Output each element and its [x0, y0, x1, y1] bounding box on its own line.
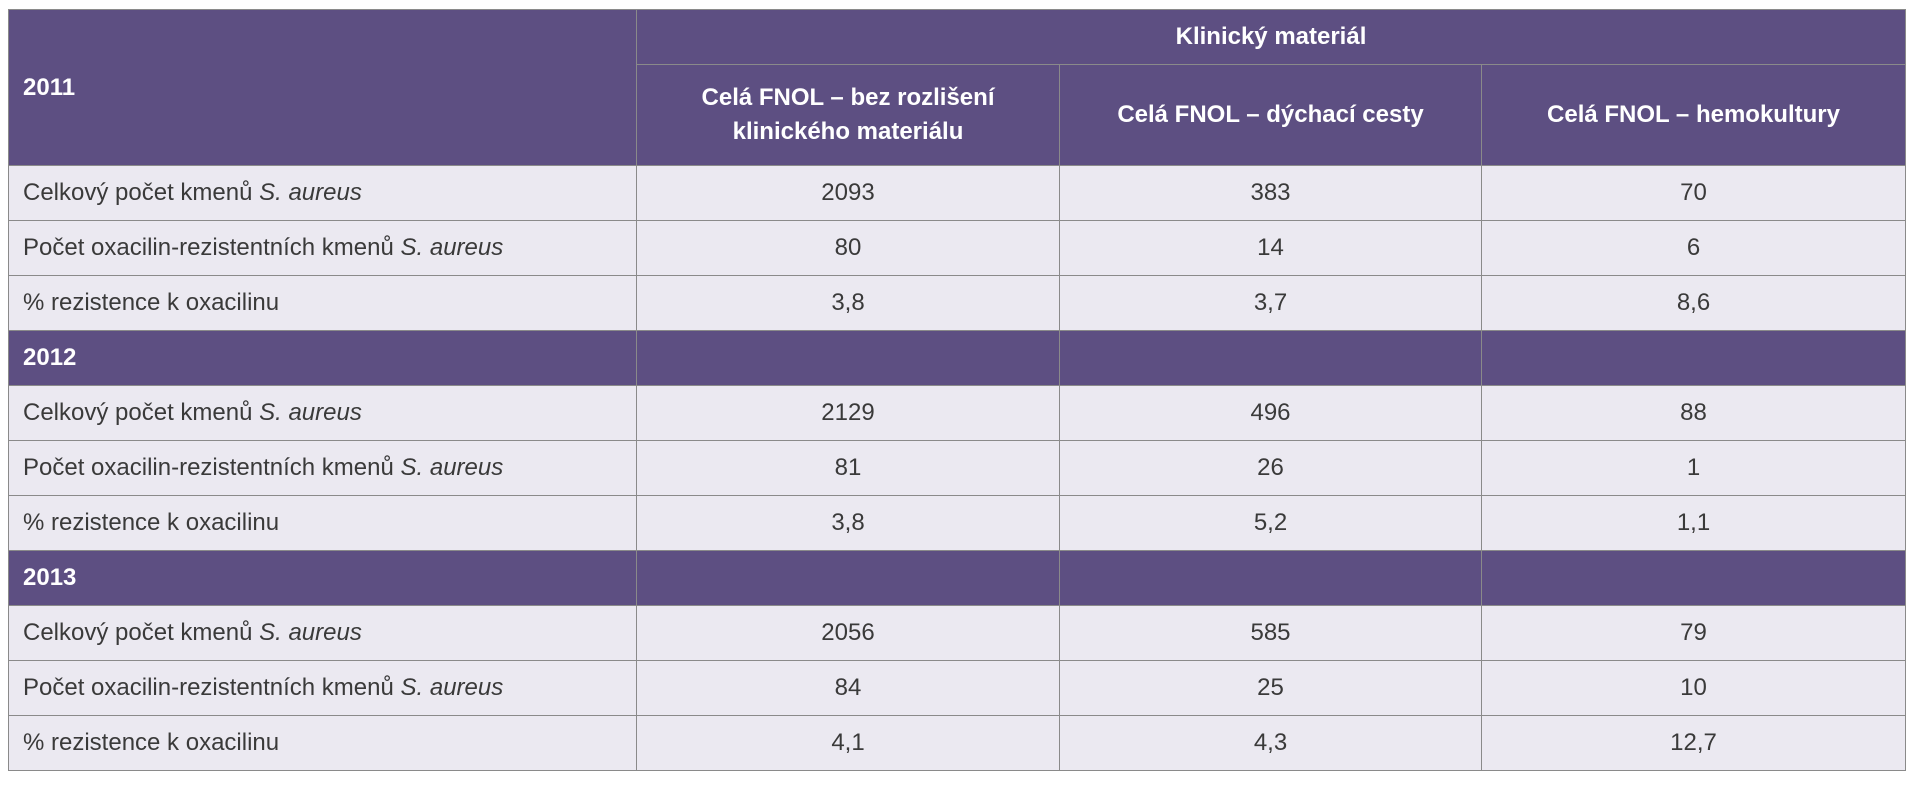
section-cell: [1059, 330, 1482, 386]
cell-value: 12,7: [1481, 715, 1906, 771]
column-header-respiratory: Celá FNOL – dýchací cesty: [1059, 64, 1482, 166]
cell-value: 1: [1481, 440, 1906, 496]
table-row: Celkový počet kmenů S. aureus 2129 496 8…: [8, 385, 1906, 441]
row-label-total: Celkový počet kmenů S. aureus: [8, 165, 637, 221]
cell-value: 4,3: [1059, 715, 1482, 771]
cell-value: 383: [1059, 165, 1482, 221]
resistance-table: 2011 Klinický materiál Celá FNOL – bez r…: [8, 9, 1906, 771]
section-cell: [636, 330, 1060, 386]
cell-value: 79: [1481, 605, 1906, 661]
cell-value: 80: [636, 220, 1060, 276]
cell-value: 2093: [636, 165, 1060, 221]
table-row: Celkový počet kmenů S. aureus 2093 383 7…: [8, 165, 1906, 221]
cell-value: 10: [1481, 660, 1906, 716]
section-cell: [636, 550, 1060, 606]
column-header-blood: Celá FNOL – hemokultury: [1481, 64, 1906, 166]
cell-value: 496: [1059, 385, 1482, 441]
table-row: % rezistence k oxacilinu 3,8 3,7 8,6: [8, 275, 1906, 331]
section-cell: [1481, 330, 1906, 386]
row-label-percent: % rezistence k oxacilinu: [8, 715, 637, 771]
cell-value: 585: [1059, 605, 1482, 661]
cell-value: 2129: [636, 385, 1060, 441]
table-row: Počet oxacilin-rezistentních kmenů S. au…: [8, 220, 1906, 276]
cell-value: 2056: [636, 605, 1060, 661]
year-header-2012: 2012: [8, 330, 637, 386]
section-cell: [1481, 550, 1906, 606]
group-header: Klinický materiál: [636, 9, 1906, 65]
column-header-all-line1: Celá FNOL – bez rozlišení: [701, 84, 995, 111]
cell-value: 6: [1481, 220, 1906, 276]
row-label-total: Celkový počet kmenů S. aureus: [8, 605, 637, 661]
cell-value: 88: [1481, 385, 1906, 441]
cell-value: 14: [1059, 220, 1482, 276]
row-label-percent: % rezistence k oxacilinu: [8, 275, 637, 331]
column-header-all-line2: klinického materiálu: [732, 118, 964, 145]
table-row: Počet oxacilin-rezistentních kmenů S. au…: [8, 440, 1906, 496]
row-label-resistant: Počet oxacilin-rezistentních kmenů S. au…: [8, 660, 637, 716]
cell-value: 4,1: [636, 715, 1060, 771]
cell-value: 3,8: [636, 495, 1060, 551]
cell-value: 3,7: [1059, 275, 1482, 331]
cell-value: 84: [636, 660, 1060, 716]
cell-value: 1,1: [1481, 495, 1906, 551]
cell-value: 25: [1059, 660, 1482, 716]
cell-value: 3,8: [636, 275, 1060, 331]
resistance-table-container: 2011 Klinický materiál Celá FNOL – bez r…: [8, 9, 1906, 771]
table-row: % rezistence k oxacilinu 3,8 5,2 1,1: [8, 495, 1906, 551]
row-label-resistant: Počet oxacilin-rezistentních kmenů S. au…: [8, 440, 637, 496]
table-row: % rezistence k oxacilinu 4,1 4,3 12,7: [8, 715, 1906, 771]
row-label-resistant: Počet oxacilin-rezistentních kmenů S. au…: [8, 220, 637, 276]
row-label-percent: % rezistence k oxacilinu: [8, 495, 637, 551]
year-section-row: 2012: [8, 330, 1906, 386]
year-section-row: 2013: [8, 550, 1906, 606]
year-header-2011: 2011: [8, 9, 637, 166]
cell-value: 8,6: [1481, 275, 1906, 331]
column-header-all: Celá FNOL – bez rozlišení klinického mat…: [636, 64, 1060, 166]
table-row: Celkový počet kmenů S. aureus 2056 585 7…: [8, 605, 1906, 661]
section-cell: [1059, 550, 1482, 606]
cell-value: 5,2: [1059, 495, 1482, 551]
table-row: Počet oxacilin-rezistentních kmenů S. au…: [8, 660, 1906, 716]
year-header-2013: 2013: [8, 550, 637, 606]
cell-value: 70: [1481, 165, 1906, 221]
cell-value: 26: [1059, 440, 1482, 496]
cell-value: 81: [636, 440, 1060, 496]
row-label-total: Celkový počet kmenů S. aureus: [8, 385, 637, 441]
